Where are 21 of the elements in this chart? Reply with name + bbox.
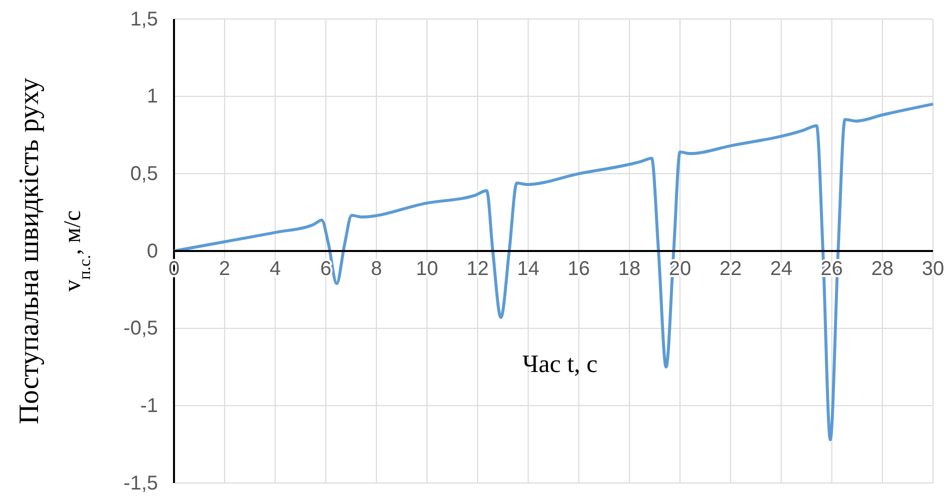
x-tick-label: 24 xyxy=(770,258,792,280)
y-tick-label: 0,5 xyxy=(130,163,158,186)
x-tick-label: 12 xyxy=(466,258,489,280)
x-tick-label: 2 xyxy=(219,258,230,280)
x-tick-label: 18 xyxy=(618,258,641,280)
x-tick-label: 22 xyxy=(719,258,742,280)
x-tick-label: 6 xyxy=(320,258,332,280)
x-tick-label: 16 xyxy=(568,258,590,280)
y-tick-label: 1 xyxy=(146,86,158,108)
y-tick-label: -1,5 xyxy=(124,472,158,494)
y-tick-label: -1 xyxy=(140,395,158,418)
x-tick-label: 14 xyxy=(517,258,540,280)
y-tick-label: -0,5 xyxy=(124,318,158,340)
x-axis-title: Час t, с xyxy=(522,351,598,378)
x-tick-label: 10 xyxy=(416,258,438,280)
x-tick-label: 28 xyxy=(871,258,894,280)
x-tick-label: 30 xyxy=(922,258,944,280)
x-tick-label: 8 xyxy=(370,258,382,280)
y-tick-label: 1,5 xyxy=(130,8,158,30)
y-tick-label: 0 xyxy=(146,240,158,262)
x-tick-label: 4 xyxy=(270,258,281,280)
